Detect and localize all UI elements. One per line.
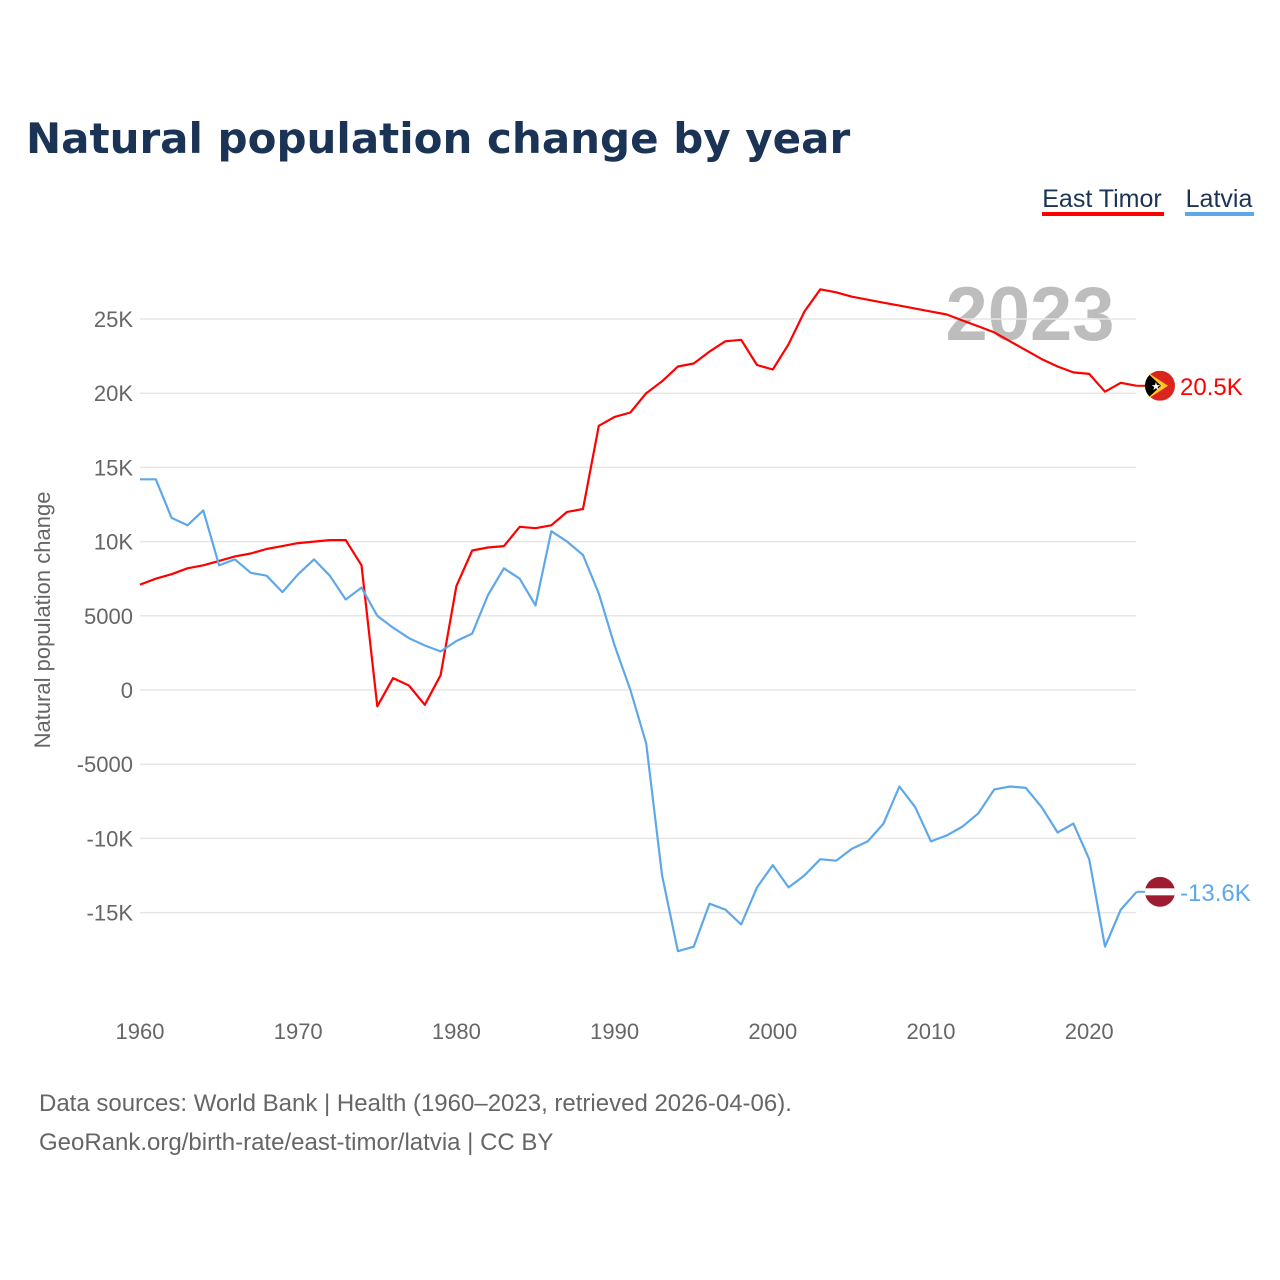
legend-latvia-swatch bbox=[1185, 212, 1254, 216]
y-tick-label: 20K bbox=[94, 381, 133, 406]
legend: East Timor Latvia bbox=[1042, 185, 1254, 216]
y-tick-label: -10K bbox=[87, 826, 134, 851]
east-timor-flag-icon: ★ bbox=[1145, 370, 1175, 401]
series-line-latvia bbox=[140, 478, 1138, 953]
chart-title: Natural population change by year bbox=[26, 114, 850, 163]
latvia-flag-icon bbox=[1145, 876, 1175, 907]
x-tick-label: 1960 bbox=[116, 1019, 165, 1044]
legend-east-timor-swatch bbox=[1042, 212, 1164, 216]
series-line-east-timor bbox=[139, 288, 1137, 708]
y-tick-label: 10K bbox=[94, 530, 133, 555]
y-tick-label: 15K bbox=[94, 455, 133, 480]
end-value-label: -13.6K bbox=[1180, 880, 1251, 907]
y-axis-label: Natural population change bbox=[30, 492, 55, 749]
x-tick-label: 2020 bbox=[1065, 1019, 1114, 1044]
x-tick-label: 2000 bbox=[748, 1019, 797, 1044]
y-tick-label: -15K bbox=[87, 901, 134, 926]
x-tick-label: 1990 bbox=[590, 1019, 639, 1044]
x-tick-label: 1970 bbox=[274, 1019, 323, 1044]
legend-east-timor[interactable]: East Timor bbox=[1042, 185, 1161, 213]
end-value-label: 20.5K bbox=[1180, 374, 1243, 401]
source-line-1: Data sources: World Bank | Health (1960–… bbox=[39, 1090, 792, 1117]
source-line-2[interactable]: GeoRank.org/birth-rate/east-timor/latvia… bbox=[39, 1129, 553, 1156]
legend-latvia[interactable]: Latvia bbox=[1186, 185, 1253, 213]
x-tick-label: 1980 bbox=[432, 1019, 481, 1044]
year-watermark: 2023 bbox=[945, 272, 1114, 357]
y-tick-label: 25K bbox=[94, 307, 133, 332]
svg-text:★: ★ bbox=[1151, 381, 1161, 393]
y-tick-label: 5000 bbox=[84, 604, 133, 629]
y-tick-label: -5000 bbox=[77, 752, 133, 777]
y-tick-label: 0 bbox=[121, 678, 133, 703]
x-tick-label: 2010 bbox=[907, 1019, 956, 1044]
